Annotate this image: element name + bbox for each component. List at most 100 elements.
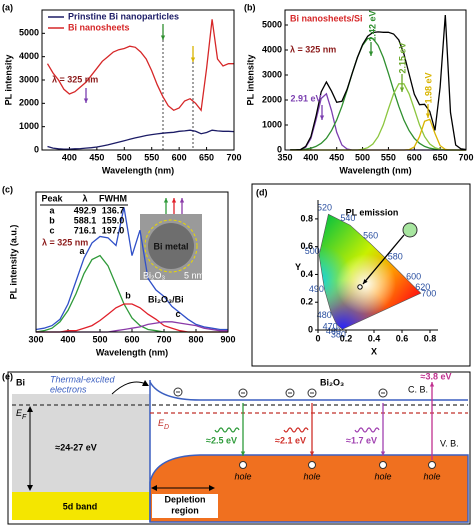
annotation: 1.98 eV xyxy=(423,72,433,103)
electron-arrow xyxy=(111,381,147,395)
arrow-head xyxy=(399,87,405,92)
annotation: λ = 325 nm xyxy=(52,74,98,84)
y-tick-label: 4000 xyxy=(19,51,39,61)
arrow-head xyxy=(27,406,33,412)
series-line xyxy=(47,129,235,150)
y-tick-label: 5000 xyxy=(19,28,39,38)
x-axis-title: Wavelength (nm) xyxy=(96,347,168,357)
emission-wave xyxy=(354,427,380,433)
wavelength-label: 520 xyxy=(317,202,332,212)
annotation: 2.91 eV xyxy=(290,93,321,103)
tem-outline xyxy=(144,219,198,273)
electron-note: electrons xyxy=(50,384,87,394)
hole-label: hole xyxy=(374,471,391,481)
oxide-label: Bi₂O₃ xyxy=(320,377,344,387)
subscript: D xyxy=(164,424,169,431)
gap-label: ≈24-27 eV xyxy=(55,442,96,452)
table-header: λ xyxy=(82,193,87,203)
electrons xyxy=(173,387,388,398)
series-label: b xyxy=(125,290,131,300)
table-cell: b xyxy=(49,215,55,225)
arrow-head xyxy=(380,451,386,456)
valence-band xyxy=(149,454,469,523)
wavelength-label: 620 xyxy=(415,282,430,292)
panel-frame xyxy=(7,371,471,525)
table-cell: c xyxy=(49,225,54,235)
series-line xyxy=(290,14,467,151)
cie-cyan xyxy=(319,245,353,315)
symbol: E xyxy=(158,418,165,428)
legend-label: Prinstine Bi nanoparticles xyxy=(68,11,179,21)
wavelength-label: 490 xyxy=(309,284,324,294)
x-tick-label: 550 xyxy=(381,152,396,162)
x-tick-label: 450 xyxy=(329,152,344,162)
annotation: Bi nanosheets/Si xyxy=(290,13,363,23)
annotation: 5 nm xyxy=(184,270,204,280)
plot-frame xyxy=(41,9,235,151)
tem-particle xyxy=(148,223,194,269)
table-cell: 136.7 xyxy=(102,205,125,215)
y-tick-label: 1000 xyxy=(262,119,282,129)
plot-frame xyxy=(35,191,229,333)
arrow-head xyxy=(209,485,215,491)
x-tick-label: 700 xyxy=(226,152,241,162)
legend-label: Bi nanosheets xyxy=(68,22,130,32)
transition-label: ≈2.5 eV xyxy=(206,435,237,445)
table-header: Peak xyxy=(41,193,63,203)
arrow-head xyxy=(368,51,374,56)
metal-label: Bi xyxy=(16,377,25,387)
transition-label: ≈3.8 eV xyxy=(421,371,452,381)
y-tick-label: 3000 xyxy=(19,74,39,84)
annotation: 2.42 eV xyxy=(367,10,377,41)
arrow-head xyxy=(163,198,169,203)
arrow-head xyxy=(160,35,166,40)
y-axis-title: PL intensity xyxy=(245,55,255,106)
band-label: 5d band xyxy=(63,501,98,511)
y-axis-title: PL intensity (a.u.) xyxy=(8,225,18,300)
x-tick-label: 500 xyxy=(117,152,132,162)
table-cell: 588.1 xyxy=(74,215,97,225)
panel-label: (a) xyxy=(2,2,13,12)
arrow-head xyxy=(83,98,89,103)
emission-point xyxy=(357,284,363,290)
emission-wave xyxy=(214,427,240,433)
x-tick-label: 350 xyxy=(277,152,292,162)
defect-label: ED xyxy=(158,418,169,430)
x-tick-label: 500 xyxy=(355,152,370,162)
hole-label: hole xyxy=(234,471,251,481)
x-tick-label: 600 xyxy=(124,334,139,344)
series-label: c xyxy=(175,309,180,319)
arrow-head xyxy=(171,198,177,203)
depletion-label: Depletion xyxy=(164,494,205,504)
table-cell: 197.0 xyxy=(102,225,125,235)
annotation: 2.15 eV xyxy=(397,42,407,73)
x-axis-title: Wavelength (nm) xyxy=(339,165,411,175)
y-tick-label: 1000 xyxy=(19,121,39,131)
x-tick-label: 0.4 xyxy=(368,333,381,343)
x-tick-label: 400 xyxy=(60,334,75,344)
y-tick-label: 4000 xyxy=(262,44,282,54)
y-axis-title: Y xyxy=(295,262,301,272)
wavelength-label: 500 xyxy=(305,246,320,256)
x-tick-label: 700 xyxy=(156,334,171,344)
y-tick-label: 2000 xyxy=(19,98,39,108)
annotation: PL emission xyxy=(346,207,399,217)
transition-label: ≈2.1 eV xyxy=(275,435,306,445)
annotation: λ = 325 nm xyxy=(290,44,336,54)
wavelength-label: 700 xyxy=(421,289,436,299)
x-tick-label: 0.8 xyxy=(424,333,437,343)
x-tick-label: 400 xyxy=(303,152,318,162)
series-line xyxy=(46,19,234,112)
cie-white xyxy=(336,254,396,314)
electron-note: Thermal-excited xyxy=(50,374,116,384)
spectral-locus xyxy=(318,213,422,330)
arrow-head xyxy=(363,279,368,284)
y-tick-label: 5000 xyxy=(262,19,282,29)
arrow-head xyxy=(425,113,431,118)
y-tick-label: 0.4 xyxy=(300,269,313,279)
y-tick-label: 0.2 xyxy=(300,297,313,307)
arrow-head xyxy=(151,485,157,491)
x-axis-title: Wavelength (nm) xyxy=(102,165,174,175)
x-tick-label: 450 xyxy=(89,152,104,162)
